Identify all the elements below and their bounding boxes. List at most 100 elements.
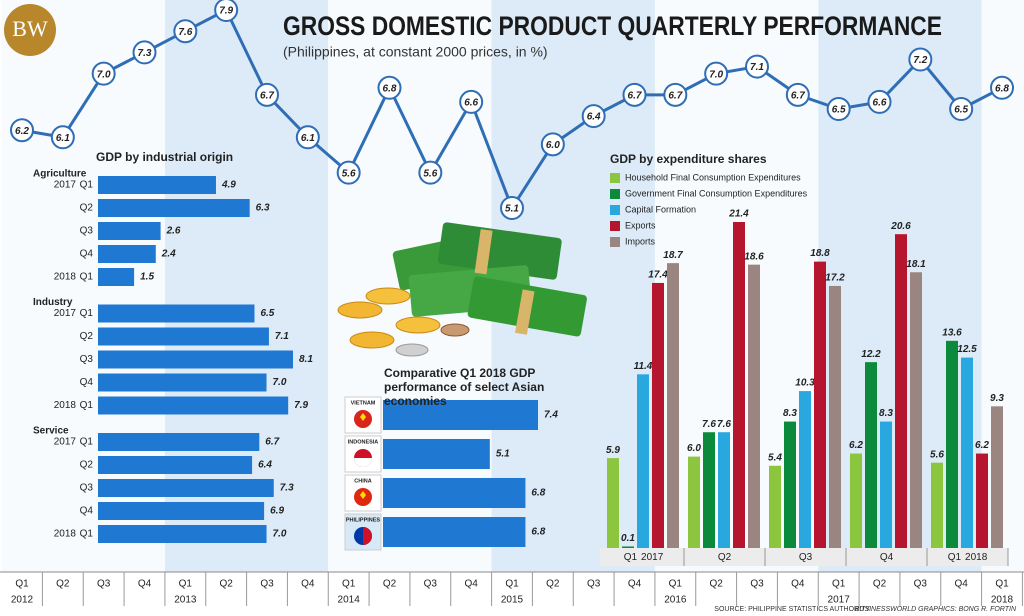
x-year-label: 2015	[501, 595, 524, 606]
coin	[440, 323, 470, 337]
bar-value: 0.1	[621, 533, 635, 544]
bar	[383, 478, 526, 508]
source: SOURCE: PHILIPPINE STATISTICS AUTHORITY	[714, 606, 870, 613]
gdp-label: 7.1	[750, 62, 764, 73]
bar-value: 5.1	[496, 449, 510, 460]
quarter-label: Q2	[80, 203, 94, 214]
bar	[98, 268, 135, 286]
x-tick-label: Q2	[873, 579, 887, 590]
bar-value: 13.6	[942, 327, 962, 338]
gdp-point	[173, 19, 198, 44]
cash-band	[474, 229, 493, 275]
x-tick-label: Q1	[669, 579, 683, 590]
legend-label: Household Final Consumption Expenditures	[625, 172, 801, 182]
category-label: Q1 2017	[624, 552, 664, 563]
gdp-point	[540, 132, 565, 157]
x-tick-label: Q4	[138, 579, 152, 590]
gdp-label: 6.8	[995, 83, 1009, 94]
country-label: CHINA	[354, 478, 371, 484]
category-label: Q3	[799, 552, 813, 563]
gdp-label: 7.6	[178, 27, 192, 38]
x-tick-label: Q1	[832, 579, 846, 590]
expenditure-title: GDP by expenditure shares	[610, 152, 767, 166]
gdp-point	[295, 125, 320, 150]
bar-value: 6.5	[260, 308, 274, 319]
legend-label: Capital Formation	[625, 204, 696, 214]
x-tick-label: Q1	[505, 579, 519, 590]
bar	[946, 340, 958, 548]
quarter-label: Q4	[80, 249, 94, 260]
gdp-point	[745, 54, 769, 79]
bar-value: 7.6	[717, 419, 731, 430]
quarter-label: Q1	[80, 529, 94, 540]
quarter-label: Q1	[80, 400, 94, 411]
logo: BW	[12, 16, 48, 41]
year-label: 2018	[54, 400, 77, 411]
bar-value: 18.6	[744, 251, 764, 262]
bar	[748, 264, 760, 548]
quarter-label: Q3	[80, 226, 94, 237]
legend-label: Government Final Consumption Expenditure…	[625, 188, 808, 198]
bar	[880, 421, 892, 548]
gdp-label: 6.5	[954, 105, 968, 116]
x-tick-label: Q4	[628, 579, 642, 590]
x-tick-label: Q4	[464, 579, 478, 590]
bar-value: 18.8	[810, 248, 830, 259]
quarter-label: Q2	[80, 460, 94, 471]
bar	[784, 421, 796, 548]
legend-label: Exports	[625, 220, 656, 230]
year-label: 2017	[641, 552, 664, 563]
gdp-point	[581, 104, 606, 129]
gdp-point	[785, 82, 810, 107]
bar	[652, 282, 664, 548]
quarter-label: Q1	[80, 437, 94, 448]
bar	[718, 432, 730, 548]
year-label: 2018	[54, 529, 77, 540]
bar-value: 5.4	[768, 452, 782, 463]
bar	[98, 245, 156, 263]
country-label: INDONESIA	[348, 439, 379, 445]
coin	[349, 331, 395, 349]
group-label: Agriculture	[33, 169, 87, 180]
bar-value: 5.6	[930, 449, 944, 460]
gdp-label: 6.0	[546, 140, 560, 151]
bar-value: 8.3	[879, 408, 893, 419]
category-label: Q1 2018	[948, 552, 988, 563]
bar	[829, 285, 841, 548]
bar-value: 2.6	[166, 226, 181, 237]
bar-value: 8.1	[299, 354, 313, 365]
bar-value: 20.6	[890, 221, 911, 232]
x-tick-label: Q1	[15, 579, 29, 590]
gdp-label: 7.9	[219, 6, 233, 17]
bar	[637, 374, 649, 548]
legend-swatch	[610, 189, 620, 199]
gdp-label: 6.6	[873, 98, 887, 109]
year-label: 2018	[54, 272, 77, 283]
bar	[98, 433, 260, 451]
bar-value: 21.4	[728, 209, 749, 220]
quarter-label: Q1	[624, 552, 638, 563]
bar	[733, 222, 745, 548]
bar	[850, 453, 862, 548]
bar-value: 17.4	[648, 270, 668, 281]
bar	[931, 462, 943, 548]
gdp-point	[867, 89, 892, 114]
bar-value: 12.5	[957, 344, 977, 355]
quarter-label: Q4	[80, 506, 94, 517]
axis-band	[0, 572, 1024, 616]
x-year-label: 2012	[11, 595, 34, 606]
x-year-label: 2013	[174, 595, 197, 606]
country-label: PHILIPPINES	[346, 517, 381, 523]
quarter-label: Q3	[80, 483, 94, 494]
bar-value: 7.0	[273, 377, 287, 388]
gdp-point	[132, 40, 157, 65]
money-illustration	[337, 222, 587, 357]
flag-detail	[363, 527, 372, 545]
x-tick-label: Q3	[750, 579, 764, 590]
bar-value: 17.2	[825, 273, 845, 284]
bar-value: 6.8	[531, 488, 545, 499]
legend-swatch	[610, 237, 620, 247]
gdp-label: 7.0	[709, 69, 723, 80]
coin	[365, 287, 411, 305]
